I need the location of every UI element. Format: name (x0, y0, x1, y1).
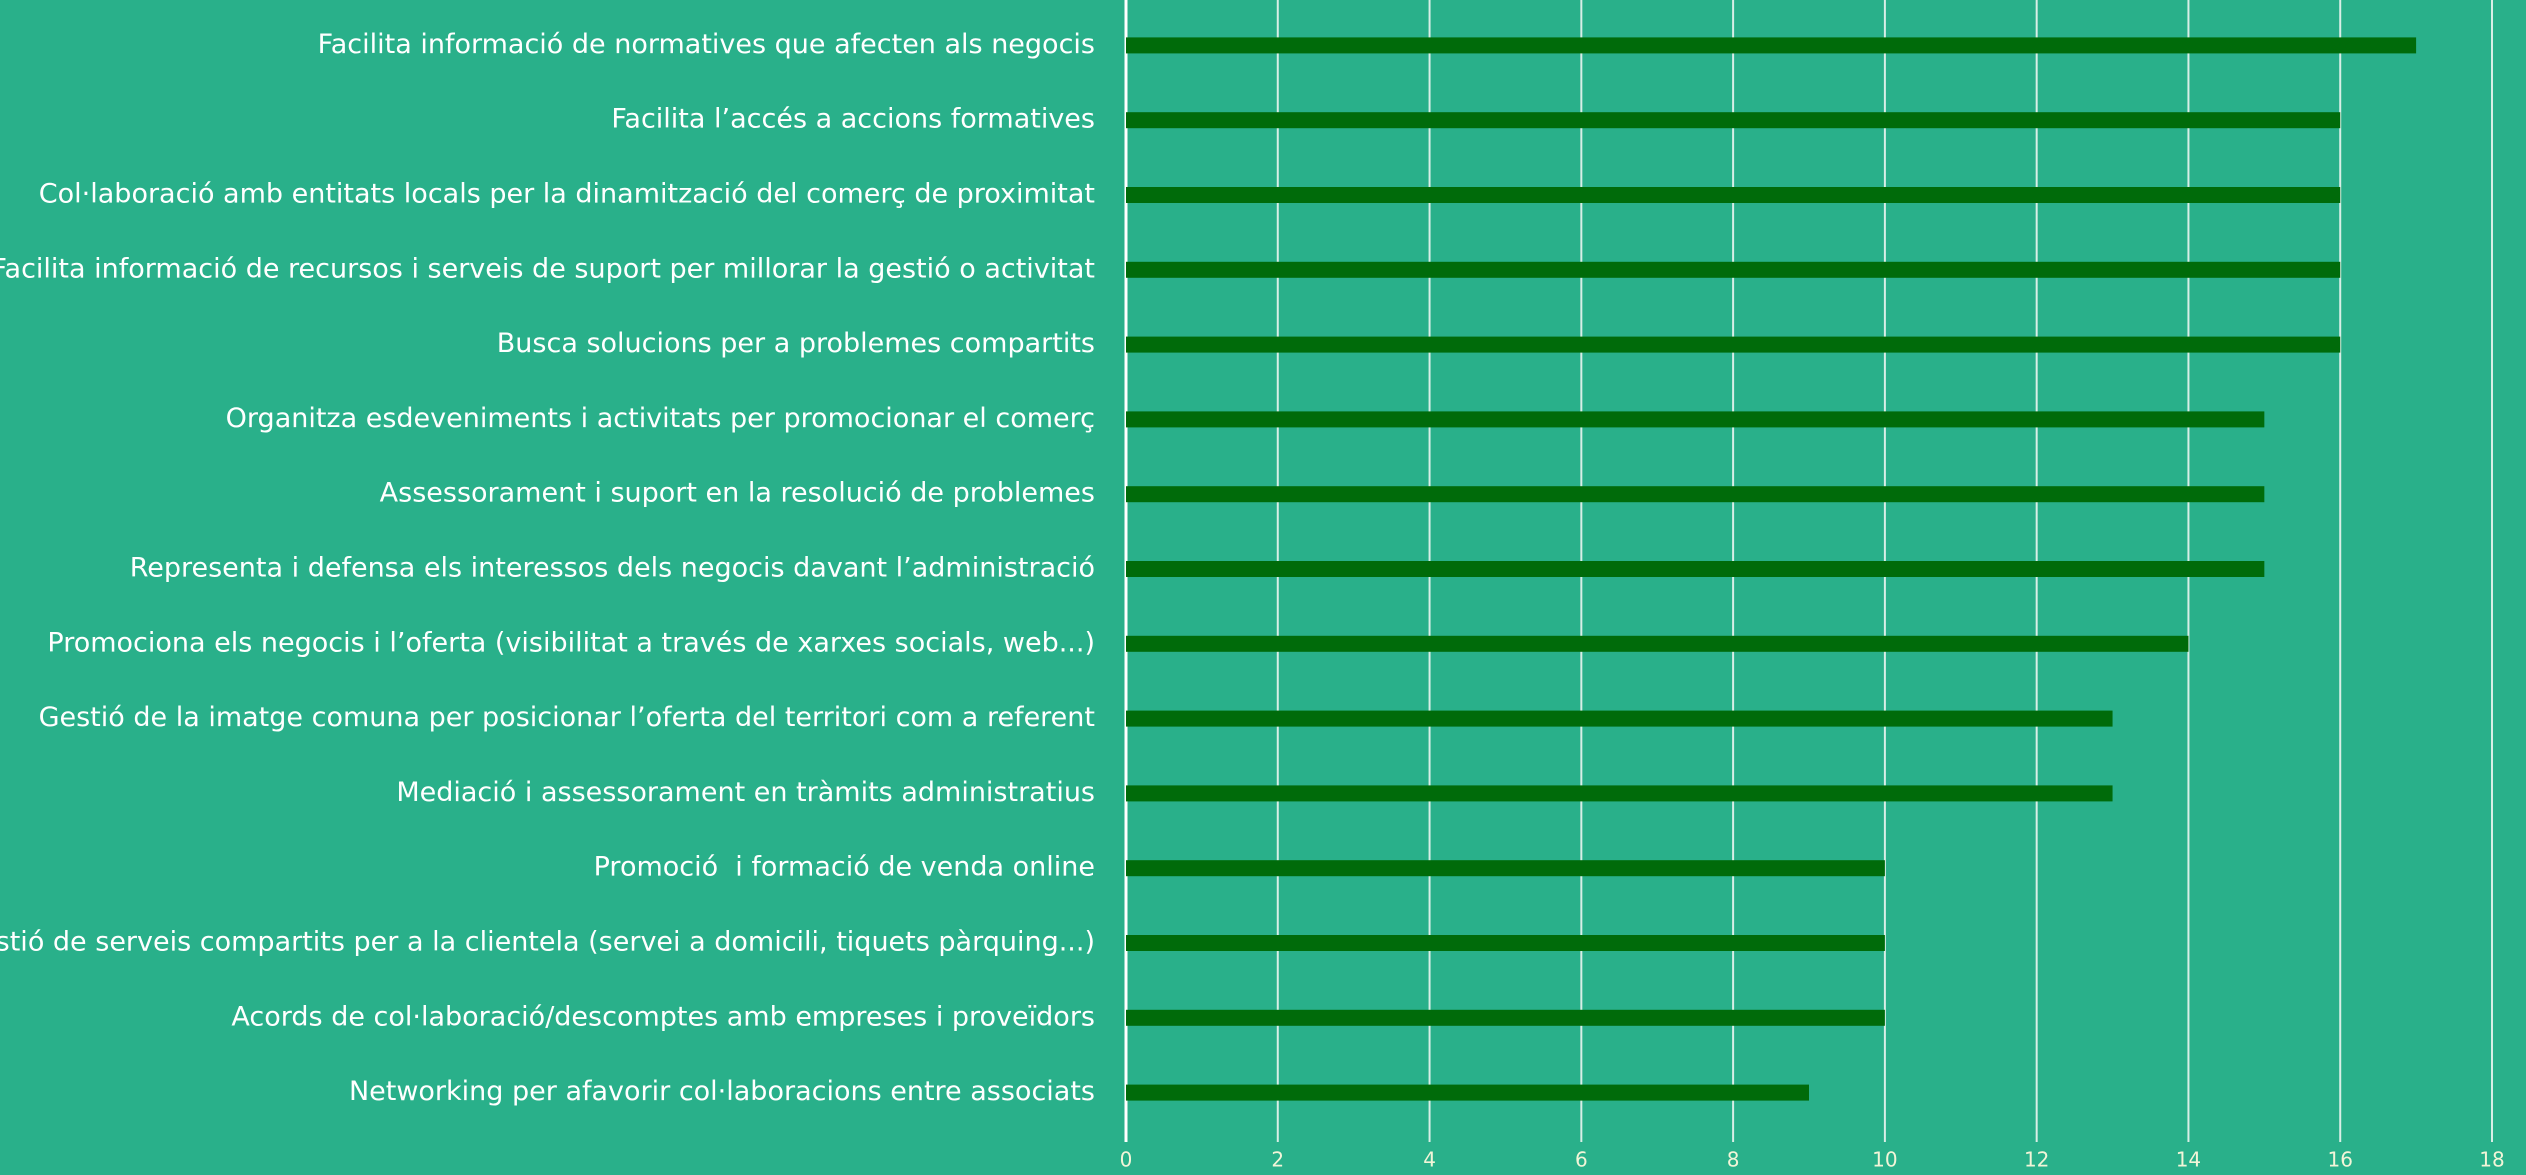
y-tick-label: Facilita informació de normatives que af… (318, 29, 1095, 60)
x-tick-label: 16 (2327, 1148, 2352, 1172)
y-tick-label: Facilita informació de recursos i servei… (0, 253, 1095, 284)
bar (1126, 935, 1885, 951)
y-tick-label: Busca solucions per a problemes comparti… (497, 328, 1095, 359)
bar (1126, 112, 2341, 129)
x-tick-label: 2 (1271, 1148, 1284, 1172)
bar (1126, 37, 2417, 54)
bar (1126, 336, 2341, 353)
y-tick-label: Mediació i assessorament en tràmits admi… (396, 777, 1095, 808)
x-tick-label: 18 (2479, 1148, 2504, 1172)
bar (1126, 1084, 1809, 1101)
bar (1126, 486, 2265, 503)
x-tick-label: 14 (2176, 1148, 2201, 1172)
bar (1126, 860, 1885, 877)
y-tick-label: Assessorament i suport en la resolució d… (380, 478, 1095, 509)
x-tick-label: 6 (1575, 1148, 1588, 1172)
bar (1126, 411, 2265, 428)
x-tick-label: 0 (1120, 1148, 1133, 1172)
x-tick-label: 4 (1423, 1148, 1436, 1172)
y-tick-label: Gestió de serveis compartits per a la cl… (0, 927, 1095, 958)
y-tick-label: Representa i defensa els interessos dels… (130, 553, 1095, 584)
y-tick-label: Promoció i formació de venda online (594, 852, 1095, 883)
x-tick-label: 10 (1872, 1148, 1897, 1172)
y-tick-label: Promociona els negocis i l’oferta (visib… (47, 627, 1095, 658)
bar (1126, 635, 2189, 652)
x-tick-label: 12 (2024, 1148, 2049, 1172)
y-tick-label: Organitza esdeveniments i activitats per… (226, 403, 1095, 434)
bar (1126, 187, 2341, 203)
y-tick-label: Networking per afavorir col·laboracions … (349, 1076, 1095, 1107)
x-tick-label: 8 (1727, 1148, 1740, 1172)
y-tick-label: Col·laboració amb entitats locals per la… (39, 179, 1095, 210)
bar (1126, 785, 2113, 802)
bar (1126, 261, 2341, 278)
bar (1126, 1009, 1885, 1026)
y-tick-label: Gestió de la imatge comuna per posiciona… (39, 702, 1095, 733)
y-tick-label: Facilita l’accés a accions formatives (611, 104, 1095, 135)
bar (1126, 561, 2265, 577)
bar (1126, 710, 2113, 727)
y-tick-label: Acords de col·laboració/descomptes amb e… (231, 1001, 1095, 1032)
